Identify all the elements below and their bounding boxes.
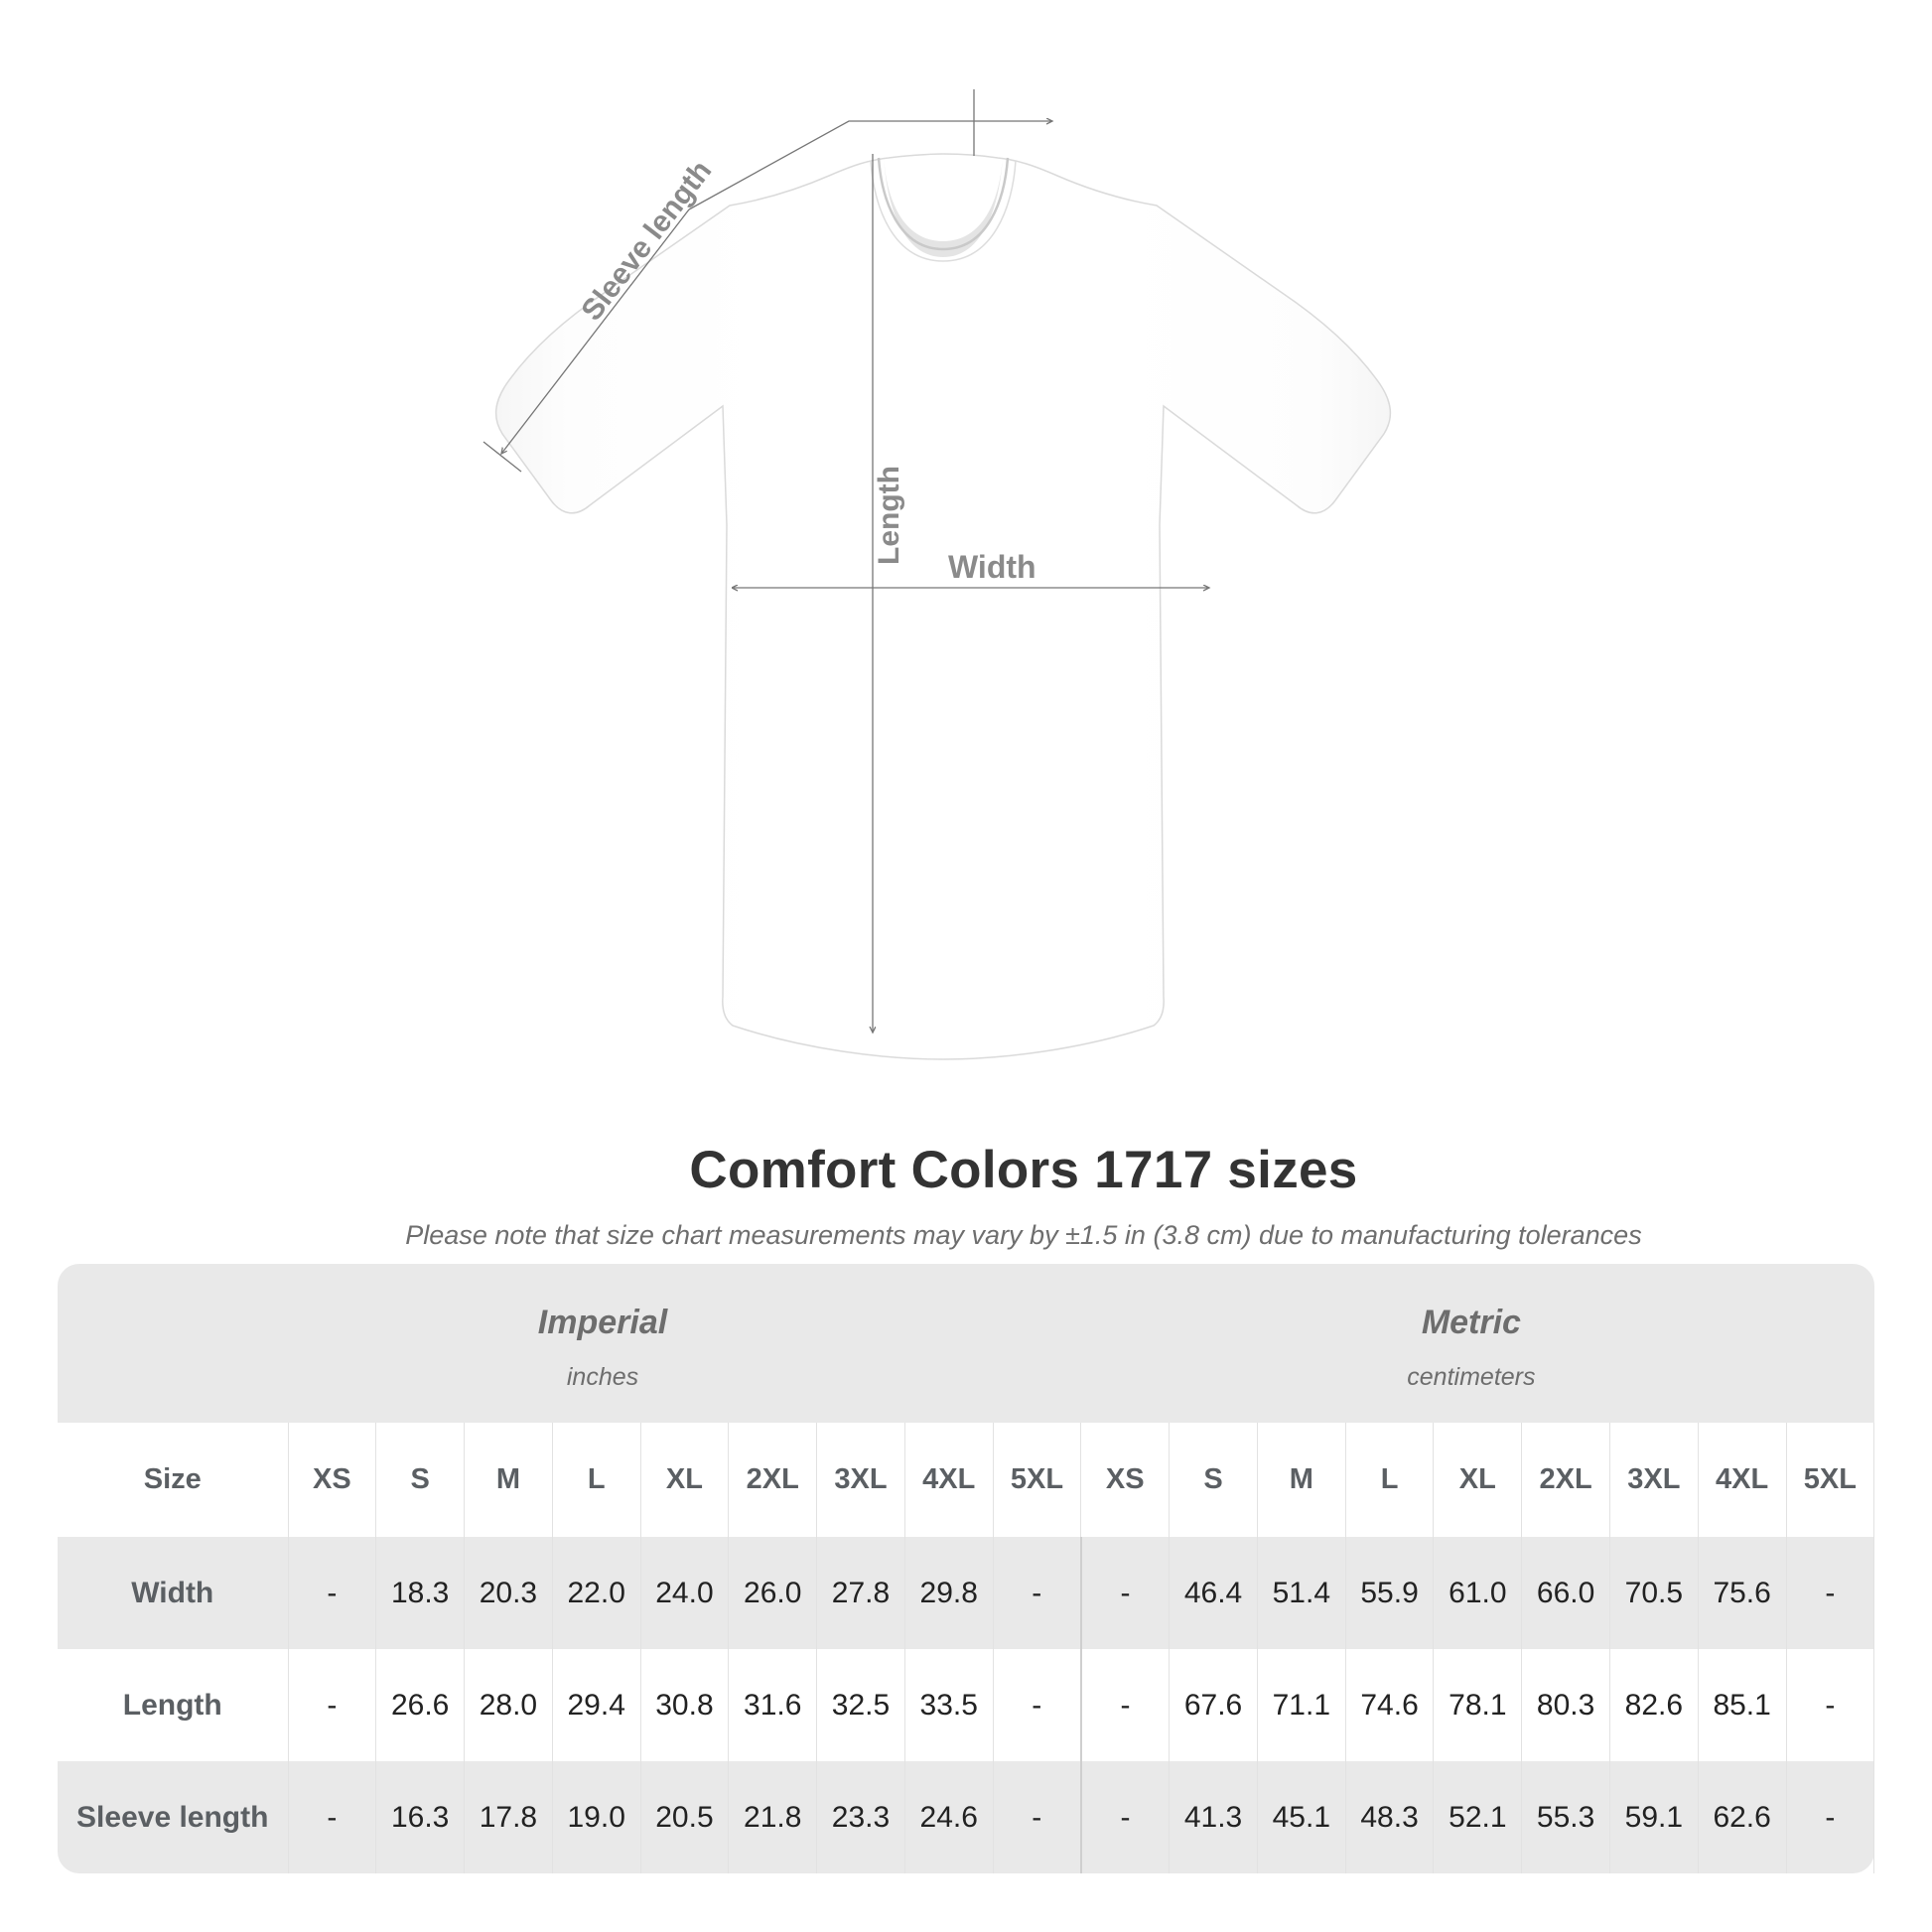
svg-text:Sleeve length: Sleeve length [575,155,718,328]
svg-text:Width: Width [948,549,1036,585]
svg-text:Length: Length [873,466,905,565]
